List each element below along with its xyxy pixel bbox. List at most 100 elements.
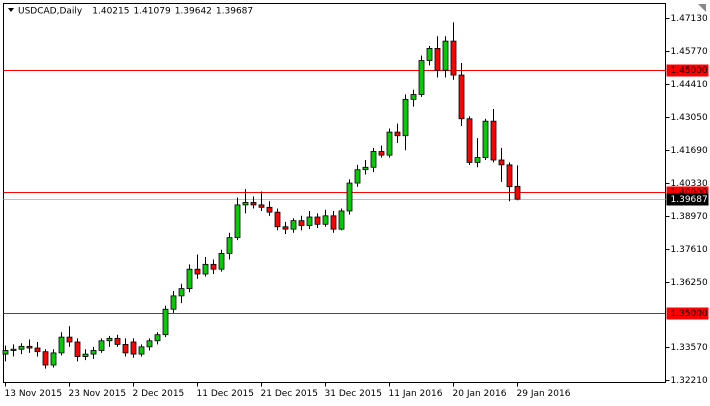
y-tick-label: 1.47130 xyxy=(671,14,708,24)
candle-body xyxy=(418,60,425,95)
candle-body xyxy=(106,337,113,342)
candle-body xyxy=(394,131,401,137)
candle-body xyxy=(146,340,153,348)
candle-body xyxy=(218,253,225,270)
candle-body xyxy=(226,237,233,254)
y-tick-label: 1.43050 xyxy=(671,113,708,123)
candle-body xyxy=(274,211,281,228)
candle-body xyxy=(258,204,265,208)
candle-body xyxy=(314,216,321,225)
y-tick-label: 1.37610 xyxy=(671,245,708,255)
candle-body xyxy=(410,94,417,100)
menu-arrow[interactable] xyxy=(8,8,14,12)
corner-marker xyxy=(698,4,706,12)
candle-body xyxy=(306,216,313,226)
candle-body xyxy=(242,202,249,206)
candle-body xyxy=(2,350,9,355)
candle-body xyxy=(90,350,97,355)
x-tick-label: 31 Dec 2015 xyxy=(325,389,383,399)
level-label: 1.45000 xyxy=(671,66,708,76)
candle-body xyxy=(210,263,217,270)
y-tick-label: 1.41690 xyxy=(671,146,708,156)
candle-body xyxy=(202,263,209,275)
price-label: 1.39687 xyxy=(671,195,708,205)
x-tick-label: 11 Jan 2016 xyxy=(389,389,443,399)
candle-body xyxy=(74,341,81,357)
candle-body xyxy=(474,157,481,163)
candle-body xyxy=(370,151,377,168)
candle-body xyxy=(50,352,57,366)
x-tick-label: 13 Nov 2015 xyxy=(5,389,63,399)
candle-body xyxy=(498,159,505,166)
candle-body xyxy=(354,169,361,184)
candle-body xyxy=(154,334,161,342)
x-tick-label: 11 Dec 2015 xyxy=(197,389,255,399)
candle-body xyxy=(82,353,89,357)
x-tick-label: 2 Dec 2015 xyxy=(133,389,185,399)
candle-body xyxy=(66,336,73,343)
candle-body xyxy=(266,206,273,213)
header-close: 1.39687 xyxy=(216,7,253,17)
candle-body xyxy=(442,40,449,71)
x-tick-label: 20 Jan 2016 xyxy=(453,389,507,399)
candle-body xyxy=(482,120,489,158)
candle-body xyxy=(162,308,169,336)
candle-body xyxy=(122,344,129,354)
candle-body xyxy=(10,348,17,351)
y-tick-label: 1.36250 xyxy=(671,278,708,288)
candle-body xyxy=(458,74,465,120)
chart-title: USDCAD,Daily xyxy=(18,7,83,17)
candle-body xyxy=(98,340,105,351)
candle-body xyxy=(466,118,473,163)
x-tick-label: 21 Dec 2015 xyxy=(261,389,319,399)
level-label: 1.35000 xyxy=(671,309,708,319)
price-label-box xyxy=(666,193,709,206)
y-tick-label: 1.38970 xyxy=(671,212,708,222)
candle-body xyxy=(514,185,521,200)
x-tick-label: 23 Nov 2015 xyxy=(69,389,127,399)
candle-body xyxy=(42,351,49,366)
y-tick-label: 1.44410 xyxy=(671,80,708,90)
header: USDCAD,Daily xyxy=(18,7,83,17)
header-high: 1.41079 xyxy=(133,7,170,17)
candle-body xyxy=(282,226,289,230)
candle-body xyxy=(26,345,33,349)
candle-body xyxy=(346,182,353,212)
candle-body xyxy=(130,341,137,355)
level-label-box xyxy=(666,307,709,320)
candle-body xyxy=(426,47,433,61)
candle-body xyxy=(250,202,257,206)
candle-body xyxy=(362,166,369,171)
y-tick-label: 1.40330 xyxy=(671,179,708,189)
candle-body xyxy=(170,295,177,310)
candle-body xyxy=(378,151,385,156)
candle-body xyxy=(58,336,65,354)
candle-body xyxy=(338,210,345,230)
candle-body xyxy=(490,120,497,161)
candle-body xyxy=(386,131,393,156)
candle-body xyxy=(330,215,337,230)
candle-body xyxy=(18,345,25,350)
y-tick-label: 1.45770 xyxy=(671,47,708,57)
candle-body xyxy=(298,220,305,226)
header-open: 1.40215 xyxy=(92,7,129,17)
candle-body xyxy=(178,288,185,297)
candle-body xyxy=(234,204,241,239)
y-tick-label: 1.33570 xyxy=(671,343,708,353)
candle-body xyxy=(114,337,121,345)
candle-body xyxy=(434,47,441,71)
level-label: 1.40000 xyxy=(671,188,708,198)
y-tick-label: 1.32210 xyxy=(671,376,708,386)
level-label-box xyxy=(666,64,709,77)
candle-body xyxy=(450,40,457,76)
candle-body xyxy=(138,346,145,355)
candle-body xyxy=(402,98,409,137)
candle-body xyxy=(34,347,41,353)
candle-body xyxy=(194,268,201,275)
candle-body xyxy=(186,268,193,289)
candle-body xyxy=(322,215,329,225)
x-tick-label: 29 Jan 2016 xyxy=(517,389,571,399)
header-low: 1.39642 xyxy=(175,7,212,17)
